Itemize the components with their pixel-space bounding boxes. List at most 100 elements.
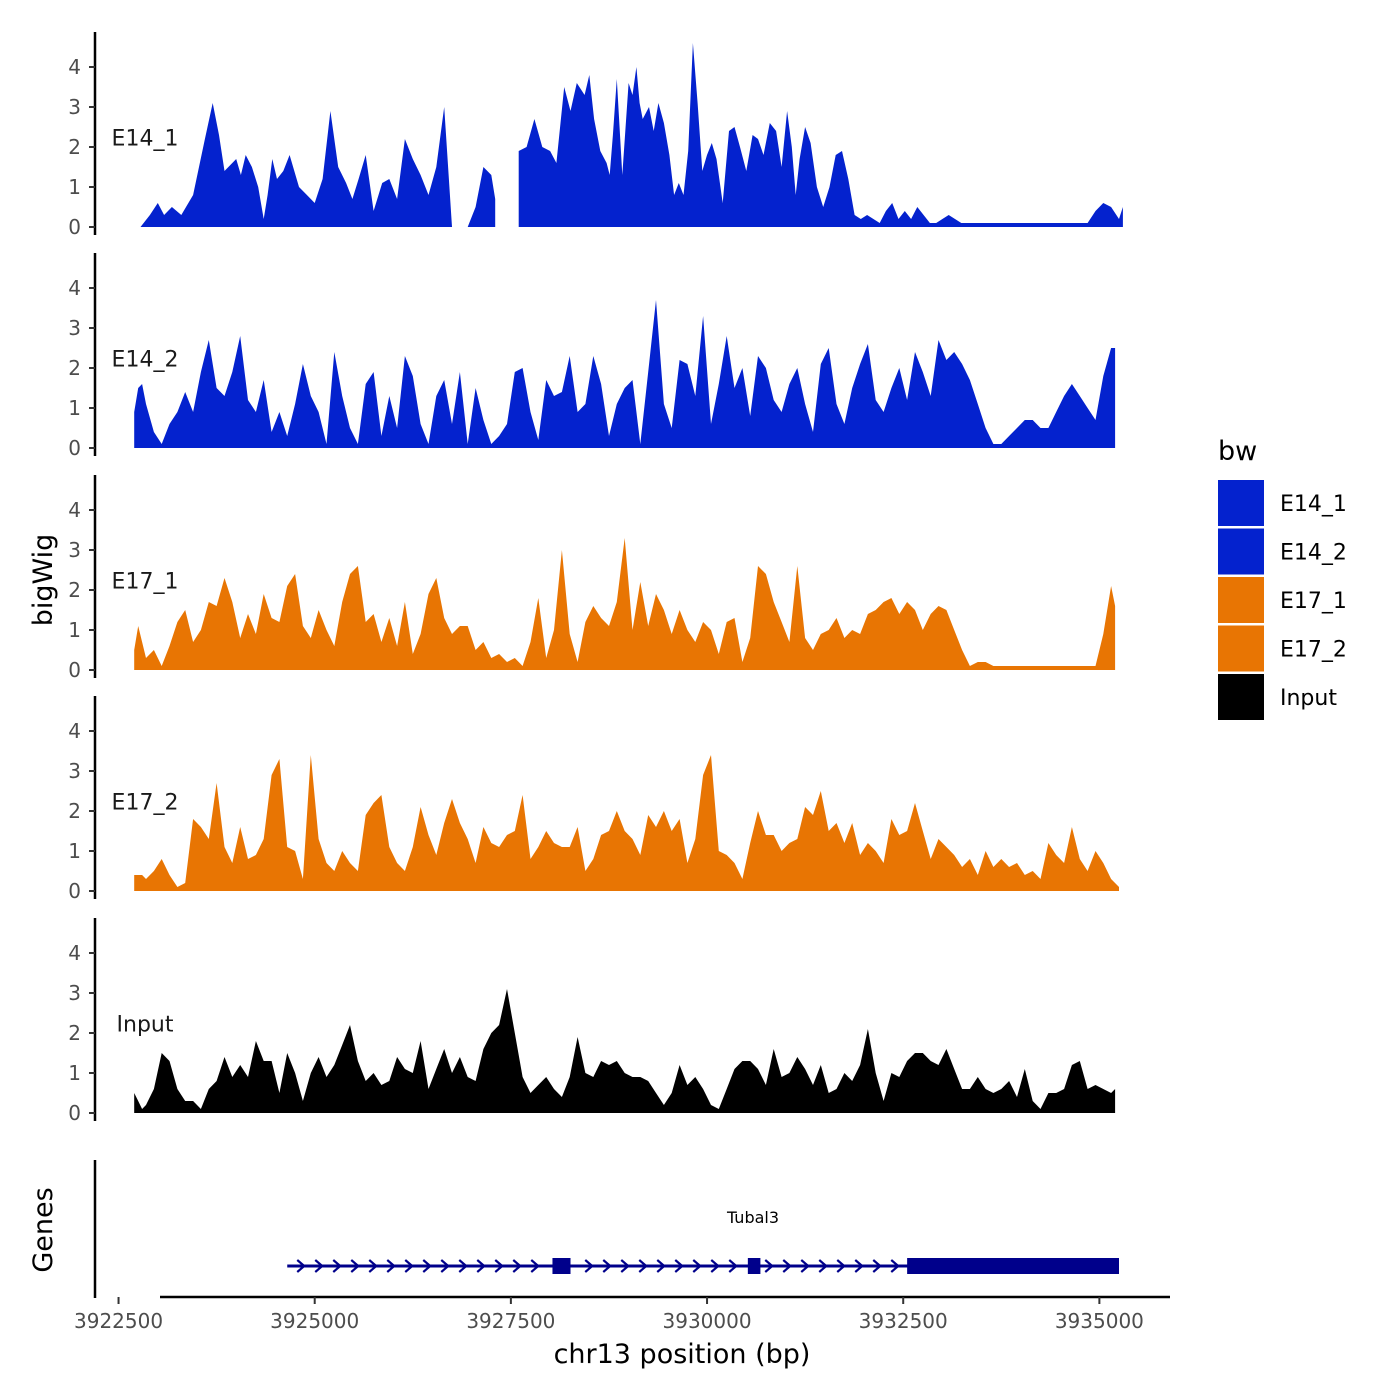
y-tick-label: 2 — [68, 799, 81, 823]
y-tick-label: 4 — [68, 55, 81, 79]
legend-item-e14-2: E14_2 — [1218, 528, 1347, 575]
signal-area-e14-1 — [518, 43, 1123, 227]
gene-tubal3: Tubal3 — [287, 1208, 1119, 1274]
y-axis-title: bigWig — [28, 534, 59, 627]
strand-arrow — [656, 1259, 666, 1273]
signal-area-e14-2 — [134, 300, 1116, 448]
legend-title: bw — [1218, 436, 1257, 467]
gene-name-label: Tubal3 — [726, 1208, 779, 1227]
x-tick-label: 3935000 — [1055, 1309, 1144, 1333]
strand-arrow — [782, 1259, 792, 1273]
strand-arrow — [602, 1259, 612, 1273]
x-tick-label: 3932500 — [859, 1309, 948, 1333]
y-tick-label: 0 — [68, 215, 81, 239]
y-tick-label: 1 — [68, 396, 81, 420]
strand-arrow — [458, 1259, 468, 1273]
strand-arrow — [872, 1259, 882, 1273]
y-tick-label: 1 — [68, 1061, 81, 1085]
coverage-panels: 0 1 2 3 4 E14_1 0 1 2 3 4 E14_2 0 1 2 3 4 E17_1 0 1 2 3 4 E17_2… — [68, 32, 1123, 1125]
strand-arrow — [494, 1259, 504, 1273]
track-label: E17_1 — [112, 570, 179, 595]
x-tick-label: 3927500 — [466, 1309, 555, 1333]
track-label: E14_2 — [112, 348, 179, 373]
strand-arrow — [692, 1259, 702, 1273]
gene-exon — [552, 1258, 571, 1274]
panel-e17-1: 0 1 2 3 4 E17_1 — [68, 475, 1116, 682]
legend-swatch — [1218, 674, 1264, 720]
strand-arrow — [314, 1259, 324, 1273]
y-tick-label: 2 — [68, 356, 81, 380]
track-label: E14_1 — [112, 127, 179, 152]
y-tick-label: 3 — [68, 316, 81, 340]
panel-e14-2: 0 1 2 3 4 E14_2 — [68, 253, 1116, 460]
strand-arrow — [422, 1259, 432, 1273]
track-label: E17_2 — [112, 791, 179, 816]
x-tick-label: 3925000 — [270, 1309, 359, 1333]
signal-area-input — [134, 989, 1116, 1113]
strand-arrow — [386, 1259, 396, 1273]
panel-e14-1: 0 1 2 3 4 E14_1 — [68, 32, 1123, 239]
legend: bw E14_1 E14_2 E17_1 E17_2 Input — [1218, 436, 1347, 720]
x-tick-label: 3930000 — [663, 1309, 752, 1333]
legend-label: E17_1 — [1280, 589, 1347, 614]
genes-panel: Tubal3 — [93, 1160, 1119, 1298]
strand-arrow — [764, 1259, 774, 1273]
y-tick-label: 2 — [68, 578, 81, 602]
legend-label: E14_2 — [1280, 541, 1347, 566]
strand-arrow — [638, 1259, 648, 1273]
strand-arrow — [854, 1259, 864, 1273]
gene-exon — [747, 1258, 761, 1274]
strand-arrow — [350, 1259, 360, 1273]
signal-area-e17-2 — [134, 755, 1119, 891]
legend-item-e17-2: E17_2 — [1218, 625, 1347, 672]
y-tick-label: 0 — [68, 879, 81, 903]
y-tick-label: 3 — [68, 538, 81, 562]
strand-arrow — [710, 1259, 720, 1273]
legend-item-e14-1: E14_1 — [1218, 480, 1347, 526]
strand-arrow — [512, 1259, 522, 1273]
y-tick-label: 4 — [68, 719, 81, 743]
strand-arrow — [332, 1259, 342, 1273]
strand-arrow — [674, 1259, 684, 1273]
track-label: Input — [117, 1013, 174, 1038]
strand-arrow — [404, 1259, 414, 1273]
strand-arrow — [296, 1259, 306, 1273]
strand-arrow — [728, 1259, 738, 1273]
legend-swatch — [1218, 625, 1264, 672]
gene-exon — [907, 1258, 1119, 1274]
strand-arrow — [476, 1259, 486, 1273]
strand-arrow — [818, 1259, 828, 1273]
y-tick-label: 3 — [68, 759, 81, 783]
y-tick-label: 0 — [68, 436, 81, 460]
signal-area-e17-1 — [134, 538, 1116, 670]
y-tick-label: 4 — [68, 498, 81, 522]
y-tick-label: 1 — [68, 839, 81, 863]
legend-label: Input — [1280, 686, 1337, 711]
y-tick-label: 2 — [68, 135, 81, 159]
strand-arrow — [620, 1259, 630, 1273]
y-tick-label: 2 — [68, 1021, 81, 1045]
legend-label: E14_1 — [1280, 492, 1347, 517]
signal-area-e14-1 — [140, 103, 496, 227]
y-tick-label: 4 — [68, 276, 81, 300]
strand-arrow — [368, 1259, 378, 1273]
strand-arrow — [890, 1259, 900, 1273]
strand-arrow — [440, 1259, 450, 1273]
strand-arrow — [584, 1259, 594, 1273]
x-axis-title: chr13 position (bp) — [554, 1339, 811, 1370]
genes-axis-title: Genes — [28, 1187, 59, 1272]
x-tick-label: 3922500 — [74, 1309, 163, 1333]
legend-swatch — [1218, 528, 1264, 575]
y-tick-label: 3 — [68, 95, 81, 119]
strand-arrow — [530, 1259, 540, 1273]
legend-swatch — [1218, 577, 1264, 623]
legend-swatch — [1218, 480, 1264, 526]
x-axis: 3922500 3925000 3927500 3930000 3932500 39350… — [74, 1295, 1170, 1333]
panel-e17-2: 0 1 2 3 4 E17_2 — [68, 696, 1119, 903]
strand-arrow — [836, 1259, 846, 1273]
y-tick-label: 0 — [68, 658, 81, 682]
y-tick-label: 3 — [68, 981, 81, 1005]
legend-item-input: Input — [1218, 674, 1337, 720]
y-tick-label: 1 — [68, 618, 81, 642]
